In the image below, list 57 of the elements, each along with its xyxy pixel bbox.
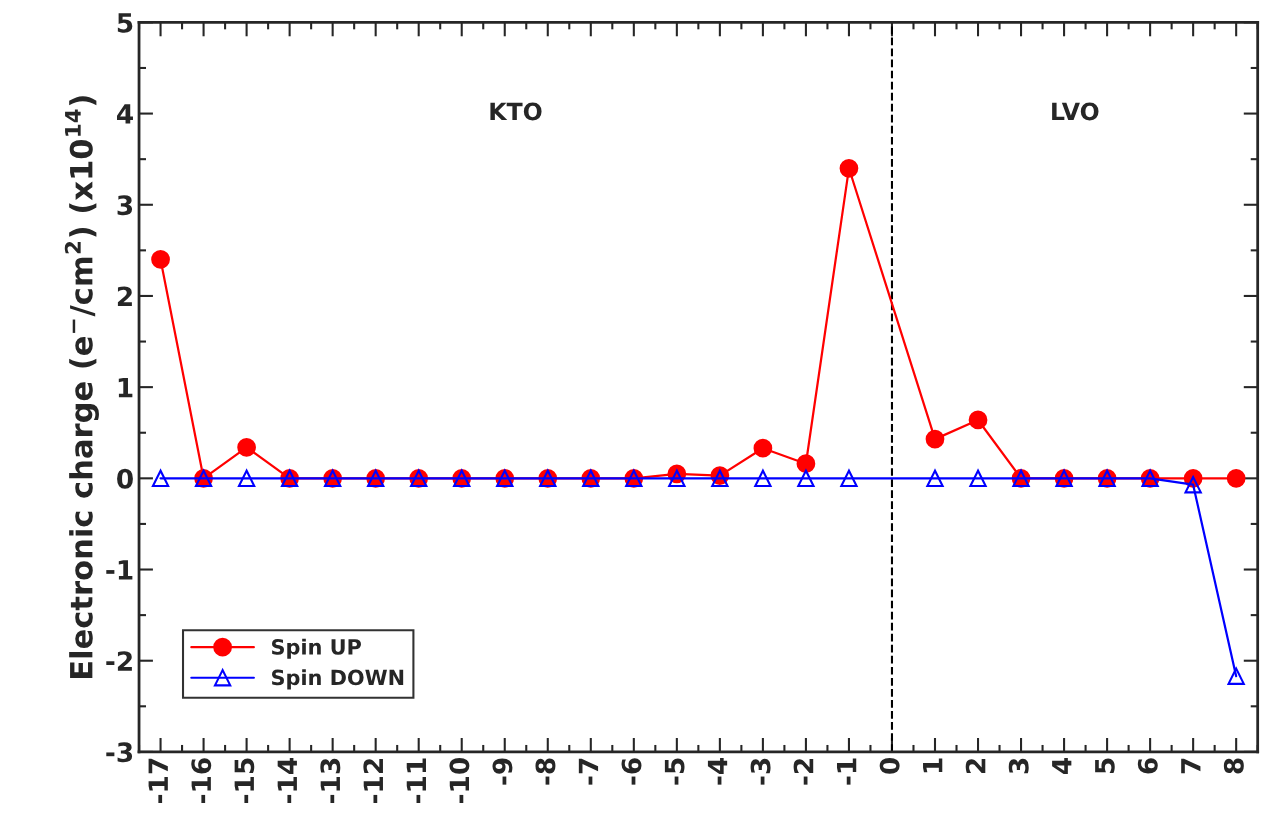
x-tick-label: -9 <box>492 758 513 785</box>
legend-label: Spin UP <box>272 638 361 659</box>
point <box>237 437 256 457</box>
point <box>1227 667 1245 685</box>
point <box>1226 468 1246 488</box>
y-tick-label: -2 <box>106 651 132 671</box>
point <box>968 410 988 430</box>
x-tick-label: -1 <box>836 758 857 785</box>
point <box>754 469 772 488</box>
point <box>840 469 858 488</box>
x-tick-label: -17 <box>148 758 168 804</box>
x-tick-label: 3 <box>1008 758 1029 774</box>
y-tick-label: 3 <box>117 195 133 216</box>
point <box>668 469 686 488</box>
y-axis-title: Electronic charge (e$^{−}$/cm$^{2}$) (x10$^{14}$) <box>64 96 99 678</box>
x-tick-label: 1 <box>923 758 943 773</box>
x-tick-label: -8 <box>535 758 556 785</box>
y-tick-label: 4 <box>117 104 133 124</box>
point <box>1184 476 1202 494</box>
y-tick-label: -1 <box>106 560 133 580</box>
y-tick-label: 0 <box>117 468 133 489</box>
x-tick-label: 4 <box>1052 757 1072 774</box>
legend-label: Spin DOWN <box>272 669 404 690</box>
x-tick-label: 7 <box>1181 758 1201 774</box>
x-tick-label: -11 <box>406 758 426 804</box>
x-tick-label: -2 <box>793 759 814 785</box>
x-tick-label: 2 <box>965 759 986 774</box>
point <box>151 469 170 488</box>
x-tick-label: -14 <box>277 757 297 804</box>
x-tick-label: -16 <box>191 758 212 804</box>
y-tick-label: 2 <box>117 286 132 306</box>
x-tick-label: -5 <box>664 758 685 785</box>
point <box>969 469 987 488</box>
y-tick-label: 1 <box>118 377 133 398</box>
point <box>797 469 815 488</box>
x-tick-label: 0 <box>879 758 900 774</box>
point <box>926 469 944 488</box>
x-tick-label: -13 <box>320 758 341 804</box>
x-tick-label: -3 <box>750 758 771 785</box>
annotation: KTO <box>490 102 542 121</box>
point <box>839 158 859 178</box>
x-tick-label: -12 <box>363 759 383 804</box>
x-tick-label: 6 <box>1137 758 1158 774</box>
x-tick-label: -15 <box>234 758 255 804</box>
y-tick-label: 5 <box>117 13 133 33</box>
x-tick-label: -10 <box>449 758 470 804</box>
x-tick-label: -7 <box>578 758 599 785</box>
x-tick-label: -4 <box>707 757 728 785</box>
x-tick-label: -6 <box>621 758 642 785</box>
point <box>753 438 773 458</box>
annotation: LVO <box>1052 102 1099 121</box>
x-tick-label: 8 <box>1223 758 1244 774</box>
point <box>796 454 816 474</box>
point <box>925 429 945 449</box>
point <box>237 469 256 488</box>
point <box>151 250 170 269</box>
x-tick-label: 5 <box>1095 758 1115 774</box>
